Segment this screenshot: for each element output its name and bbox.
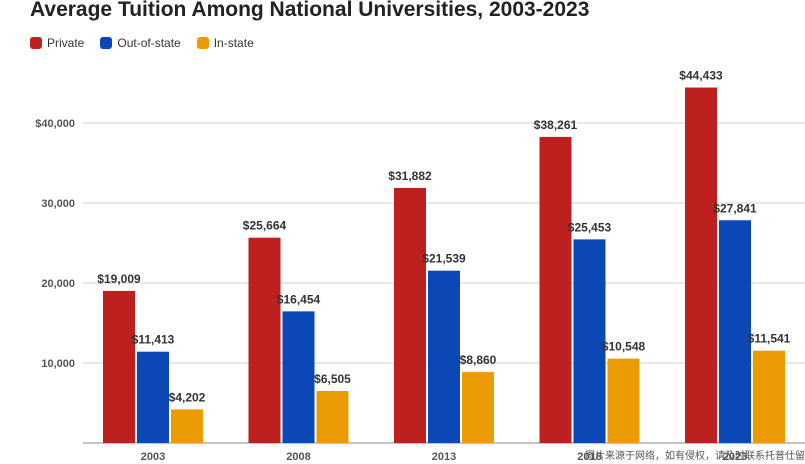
- y-tick-label-10000: 10,000: [41, 358, 75, 370]
- legend-swatch-out-of-state: [100, 37, 113, 49]
- legend-swatch-in-state: [196, 37, 209, 49]
- data-label-private-2018: $38,261: [534, 118, 578, 132]
- data-label-private-2003: $19,009: [97, 272, 141, 286]
- data-label-in-state-2013: $8,860: [460, 353, 497, 367]
- data-label-out-of-state-2008: $16,454: [277, 292, 321, 306]
- bar-out-of-state-2003: [137, 351, 169, 443]
- legend-item-private: Private: [30, 36, 84, 50]
- legend-label-private: Private: [47, 36, 85, 50]
- legend-swatch-private: [30, 37, 42, 49]
- chart-title: Average Tuition Among National Universit…: [30, 0, 590, 21]
- bar-out-of-state-2023: [719, 220, 751, 443]
- legend: Private Out-of-state In-state: [30, 36, 254, 50]
- bar-private-2008: [248, 237, 281, 443]
- x-tick-label-2008: 2008: [286, 451, 310, 463]
- x-tick-label-2003: 2003: [141, 451, 165, 463]
- legend-item-in-state: In-state: [196, 36, 254, 50]
- data-label-in-state-2023: $11,541: [748, 332, 791, 346]
- y-tick-label-20000: 20,000: [41, 278, 75, 290]
- legend-label-in-state: In-state: [213, 36, 254, 50]
- y-tick-label-40000: $40,000: [35, 118, 75, 130]
- bar-private-2003: [103, 290, 135, 443]
- data-label-out-of-state-2013: $21,539: [422, 252, 466, 266]
- legend-label-out-of-state: Out-of-state: [117, 36, 181, 50]
- data-label-private-2013: $31,882: [388, 169, 432, 183]
- bar-private-2013: [394, 187, 426, 443]
- bar-in-state-2003: [171, 409, 203, 443]
- bar-out-of-state-2018: [573, 239, 606, 443]
- bar-private-2023: [685, 87, 717, 443]
- watermark-text: 图片来源于网络，如有侵权，请及时联系托普仕留学删除: [585, 451, 805, 462]
- x-tick-label-2013: 2013: [432, 451, 456, 463]
- legend-item-out-of-state: Out-of-state: [100, 36, 181, 50]
- y-tick-label-30000: 30,000: [41, 198, 75, 210]
- x-tick-label-2023: 2023: [723, 451, 747, 463]
- data-label-out-of-state-2018: $25,453: [568, 220, 612, 234]
- bar-in-state-2023: [753, 350, 785, 443]
- data-label-private-2008: $25,664: [243, 219, 287, 233]
- data-label-out-of-state-2023: $27,841: [713, 201, 757, 215]
- data-label-in-state-2018: $10,548: [602, 340, 646, 354]
- bar-in-state-2008: [316, 390, 349, 443]
- data-label-in-state-2008: $6,505: [314, 372, 351, 386]
- bar-out-of-state-2008: [282, 311, 315, 443]
- data-label-out-of-state-2003: $11,413: [132, 333, 175, 347]
- bar-private-2018: [539, 136, 572, 444]
- data-label-in-state-2003: $4,202: [169, 390, 206, 404]
- x-tick-label-2018: 2018: [577, 451, 601, 463]
- bar-in-state-2013: [462, 372, 494, 443]
- bar-out-of-state-2013: [428, 270, 460, 443]
- bar-in-state-2018: [607, 358, 640, 443]
- data-label-private-2023: $44,433: [679, 69, 723, 83]
